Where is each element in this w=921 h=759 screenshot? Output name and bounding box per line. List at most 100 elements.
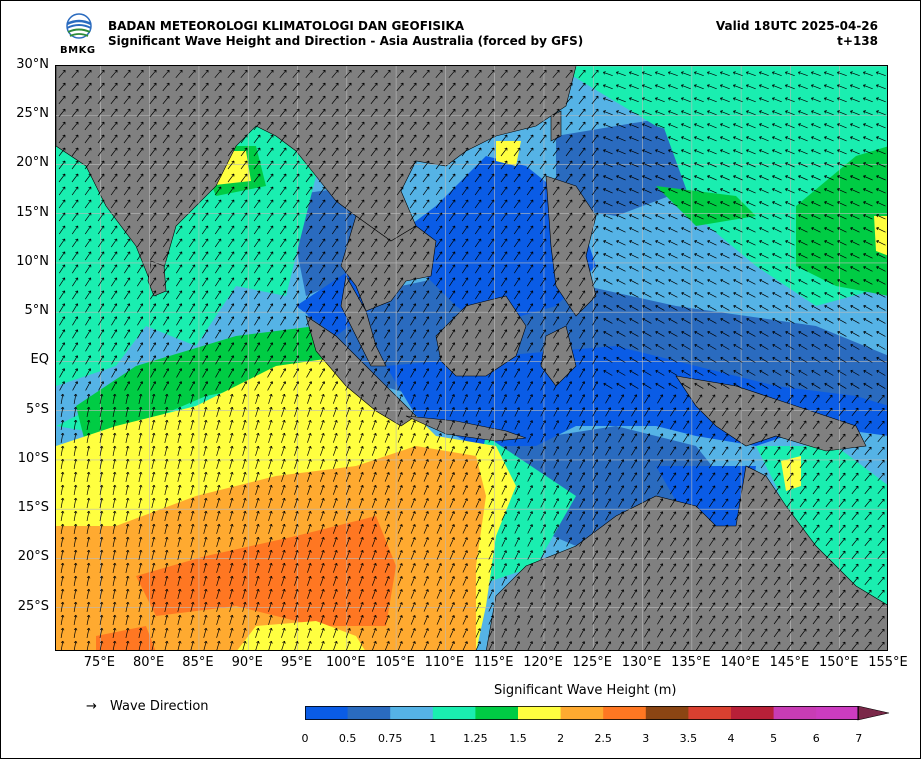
wave-arrow [825, 420, 833, 430]
wave-arrow [772, 317, 782, 324]
wave-arrow [84, 160, 92, 170]
wave-arrow [137, 368, 144, 378]
wave-arrow [488, 316, 495, 326]
wave-arrow [605, 472, 612, 482]
wave-arrow [318, 160, 326, 170]
wave-arrow [72, 381, 79, 391]
wave-arrow [357, 82, 365, 92]
wave-arrow [668, 356, 678, 363]
wave-arrow [863, 291, 873, 298]
wave-arrow [73, 458, 78, 469]
wave-arrow [591, 147, 599, 157]
wave-arrow [59, 303, 66, 313]
wave-arrow [734, 420, 742, 430]
wave-arrow [811, 214, 821, 220]
wave-arrow [694, 278, 704, 285]
wave-arrow [125, 445, 130, 456]
wave-arrow [370, 173, 378, 183]
wave-arrow [527, 277, 534, 287]
wave-arrow [98, 316, 105, 326]
wave-arrow [825, 472, 833, 482]
wave-arrow [84, 212, 92, 222]
wave-arrow [319, 446, 325, 456]
wave-arrow [605, 420, 612, 430]
colorbar-title: Significant Wave Height (m) [494, 683, 677, 698]
wave-arrow [73, 484, 78, 495]
wave-arrow [383, 82, 391, 92]
wave-arrow [837, 136, 847, 142]
wave-arrow [513, 173, 521, 183]
wave-arrow [501, 420, 507, 430]
wave-arrow [216, 432, 221, 443]
wave-arrow [668, 201, 678, 207]
wave-arrow [189, 316, 196, 326]
wave-arrow [642, 162, 652, 168]
wave-arrow [345, 407, 351, 417]
wave-arrow [462, 407, 468, 417]
wave-arrow [603, 253, 613, 259]
wave-arrow [592, 316, 599, 326]
wave-arrow [811, 227, 821, 233]
wave-arrow [696, 459, 703, 469]
wave-arrow [344, 121, 352, 131]
wave-arrow [58, 108, 66, 118]
wave-arrow [579, 290, 586, 300]
wave-arrow [772, 253, 782, 259]
wave-arrow [696, 420, 703, 430]
wave-arrow [487, 82, 495, 92]
wave-arrow [850, 278, 860, 285]
wave-arrow [565, 95, 573, 105]
wave-arrow [681, 201, 691, 207]
wave-arrow [514, 420, 520, 430]
wave-arrow [616, 330, 626, 337]
wave-arrow [539, 147, 547, 157]
wave-arrow [708, 407, 716, 417]
wave-arrow [513, 108, 521, 118]
wave-arrow [501, 381, 508, 391]
wave-arrow [591, 199, 599, 209]
wave-arrow [864, 394, 872, 404]
wave-arrow [305, 108, 313, 118]
wave-arrow [136, 121, 144, 131]
wave-arrow [396, 186, 404, 196]
wave-arrow [319, 394, 325, 404]
wave-arrow [824, 304, 834, 311]
wave-arrow [811, 356, 821, 363]
wave-arrow [358, 433, 364, 443]
wave-arrow [798, 369, 808, 376]
wave-arrow [683, 472, 690, 482]
lon-label: 90°E [231, 655, 263, 670]
wave-arrow [863, 343, 873, 350]
wave-arrow [332, 420, 338, 430]
wave-arrow [681, 330, 691, 337]
wave-arrow [254, 290, 261, 300]
wave-arrow [125, 484, 130, 495]
wave-arrow [540, 277, 547, 287]
wave-arrow [618, 433, 625, 443]
wave-arrow [566, 342, 573, 352]
wave-arrow [566, 394, 573, 404]
wave-arrow [668, 84, 678, 90]
wave-arrow [229, 484, 234, 495]
wave-arrow [772, 291, 782, 298]
wave-arrow [553, 290, 560, 300]
wave-arrow [864, 433, 872, 443]
wave-arrow [280, 381, 287, 391]
wave-arrow [863, 214, 873, 220]
wave-arrow [136, 160, 144, 170]
wave-arrow [58, 199, 66, 209]
wave-arrow [149, 199, 157, 209]
wave-arrow [540, 407, 547, 417]
wave-arrow [629, 317, 639, 324]
wave-arrow [629, 188, 639, 194]
wave-arrow [579, 433, 586, 443]
wave-arrow [501, 368, 508, 378]
wave-arrow [162, 82, 170, 92]
wave-arrow [448, 108, 456, 118]
wave-arrow [384, 355, 391, 365]
wave-arrow [527, 472, 534, 482]
wave-arrow [616, 240, 626, 246]
wave-arrow [681, 278, 691, 285]
wave-map-canvas [56, 66, 887, 650]
wave-arrow [474, 160, 482, 170]
